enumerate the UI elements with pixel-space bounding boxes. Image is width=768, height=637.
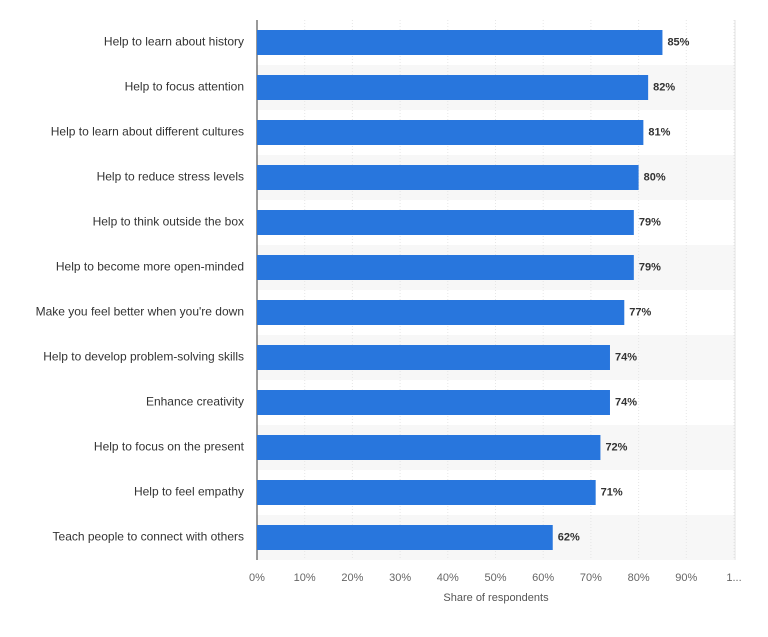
x-tick-label: 50% bbox=[484, 572, 506, 584]
bar bbox=[257, 300, 625, 325]
value-label: 82% bbox=[653, 81, 675, 93]
bar bbox=[257, 75, 649, 100]
value-label: 74% bbox=[615, 351, 637, 363]
category-label: Help to focus on the present bbox=[94, 440, 245, 454]
x-tick-label: 10% bbox=[294, 572, 316, 584]
bar bbox=[257, 210, 634, 235]
category-label: Help to develop problem-solving skills bbox=[43, 350, 244, 364]
value-label: 81% bbox=[648, 126, 670, 138]
x-tick-label: 80% bbox=[628, 572, 650, 584]
value-label: 74% bbox=[615, 396, 637, 408]
x-tick-label: 1... bbox=[726, 572, 741, 584]
x-tick-label: 30% bbox=[389, 572, 411, 584]
bar bbox=[257, 390, 610, 415]
bar bbox=[257, 480, 596, 505]
category-label: Help to feel empathy bbox=[134, 485, 244, 499]
category-label: Help to reduce stress levels bbox=[97, 170, 244, 184]
value-label: 71% bbox=[601, 486, 623, 498]
category-label: Help to become more open-minded bbox=[56, 260, 244, 274]
value-label: 79% bbox=[639, 261, 661, 273]
value-label: 85% bbox=[667, 36, 689, 48]
bar bbox=[257, 525, 553, 550]
x-tick-label: 90% bbox=[675, 572, 697, 584]
category-label: Teach people to connect with others bbox=[53, 530, 244, 544]
x-tick-label: 70% bbox=[580, 572, 602, 584]
category-label: Help to focus attention bbox=[125, 80, 244, 94]
x-tick-label: 40% bbox=[437, 572, 459, 584]
bar bbox=[257, 30, 663, 55]
value-label: 77% bbox=[629, 306, 651, 318]
value-label: 72% bbox=[605, 441, 627, 453]
x-tick-label: 0% bbox=[249, 572, 265, 584]
x-axis-label: Share of respondents bbox=[443, 592, 549, 604]
bar bbox=[257, 165, 639, 190]
category-label: Help to learn about history bbox=[104, 35, 244, 49]
category-label: Help to think outside the box bbox=[93, 215, 244, 229]
value-label: 79% bbox=[639, 216, 661, 228]
category-label: Help to learn about different cultures bbox=[51, 125, 244, 139]
bar bbox=[257, 435, 601, 460]
x-tick-label: 20% bbox=[341, 572, 363, 584]
bar bbox=[257, 120, 644, 145]
bar bbox=[257, 345, 610, 370]
category-label: Make you feel better when you're down bbox=[36, 305, 244, 319]
value-label: 80% bbox=[644, 171, 666, 183]
bar bbox=[257, 255, 634, 280]
category-label: Enhance creativity bbox=[146, 395, 244, 409]
value-label: 62% bbox=[558, 531, 580, 543]
x-tick-label: 60% bbox=[532, 572, 554, 584]
